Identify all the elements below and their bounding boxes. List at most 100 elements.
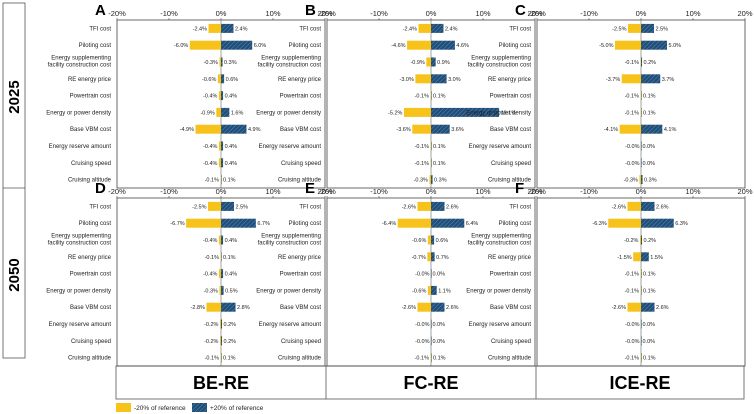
bar-minus [219, 57, 221, 67]
data-label-minus: -0.0% [625, 322, 639, 328]
bar-plus [641, 40, 667, 50]
bar-minus [429, 175, 431, 185]
x-tick-label: 20% [317, 187, 332, 196]
category-label: Cruising speed [281, 339, 321, 345]
data-label-minus: -0.1% [415, 161, 429, 167]
data-label-plus: 0.3% [224, 60, 237, 66]
category-label: TFI cost [299, 26, 321, 32]
data-label-minus: -3.7% [606, 77, 620, 83]
year-frame [2, 2, 26, 359]
data-label-plus: 0.2% [644, 60, 657, 66]
bar-plus [641, 124, 663, 134]
bar-minus [615, 40, 641, 50]
category-label: RE energy price [68, 255, 112, 261]
x-tick-label: 10% [265, 187, 280, 196]
category-label: Cruising speed [71, 161, 111, 167]
category-label: Powertrain cost [490, 272, 532, 278]
bar-plus [641, 319, 642, 329]
category-label: facility construction cost [258, 63, 322, 69]
panel-letter: D [95, 180, 106, 197]
data-label-minus: -0.6% [412, 238, 426, 244]
data-label-minus: -0.1% [625, 288, 639, 294]
x-tick-label: 20% [737, 9, 752, 18]
bar-minus [220, 252, 222, 262]
bar-minus [640, 57, 642, 67]
bar-plus [221, 302, 236, 312]
bar-minus [640, 285, 642, 295]
data-label-plus: 0.0% [433, 322, 446, 328]
data-label-minus: -0.1% [205, 255, 219, 261]
x-tick-label: 0% [636, 187, 647, 196]
data-label-plus: 0.4% [225, 161, 238, 167]
data-label-plus: 0.0% [433, 272, 446, 278]
x-tick-label: -10% [370, 9, 388, 18]
data-label-plus: 2.5% [656, 26, 669, 32]
bar-plus [641, 235, 643, 245]
bar-plus [221, 252, 222, 262]
bar-plus [221, 353, 222, 363]
category-label: Energy reserve amount [259, 144, 322, 150]
bar-minus [220, 353, 222, 363]
category-label: Cruising speed [491, 339, 531, 345]
category-label: Piloting cost [289, 43, 322, 49]
category-label: Powertrain cost [70, 94, 112, 100]
category-label: Energy or power density [466, 288, 531, 294]
x-tick-label: -10% [370, 187, 388, 196]
bar-minus [208, 23, 221, 33]
category-label: facility construction cost [258, 241, 322, 247]
data-label-plus: 0.6% [226, 77, 239, 83]
x-tick-label: 20% [527, 187, 542, 196]
bar-plus [221, 201, 234, 211]
data-label-minus: -6.0% [174, 43, 188, 49]
x-tick-label: -10% [580, 187, 598, 196]
data-label-plus: 2.4% [445, 26, 458, 32]
data-label-minus: -0.6% [412, 288, 426, 294]
data-label-minus: -4.1% [604, 127, 618, 133]
bar-plus [641, 158, 642, 168]
x-tick-label: 20% [317, 9, 332, 18]
bar-plus [431, 124, 450, 134]
bar-minus [218, 235, 221, 245]
data-label-plus: 1.5% [650, 255, 663, 261]
data-label-minus: -4.9% [180, 127, 194, 133]
year-label-2050: 2050 [6, 258, 23, 291]
category-label: Energy supplementing [261, 234, 321, 240]
x-tick-label: -20% [108, 187, 126, 196]
category-label: Base VBM cost [280, 127, 321, 133]
bar-plus [221, 336, 223, 346]
bar-plus [641, 336, 642, 346]
data-label-minus: -0.3% [414, 178, 428, 184]
category-label: Powertrain cost [490, 94, 532, 100]
x-tick-label: 10% [685, 9, 700, 18]
data-label-plus: 0.1% [433, 94, 446, 100]
bar-minus [640, 269, 642, 279]
bar-plus [221, 107, 230, 117]
bar-plus [431, 141, 432, 151]
bar-plus [431, 201, 445, 211]
category-label: Energy supplementing [261, 56, 321, 62]
data-label-plus: 0.4% [225, 272, 238, 278]
category-label: RE energy price [278, 77, 322, 83]
category-label: Energy reserve amount [259, 322, 322, 328]
panel-f: F -20% -10% 0% 10% 20% TFI cost -2.6% 2.6% Piloti… [466, 180, 753, 367]
bar-minus [186, 218, 221, 228]
category-label: Energy reserve amount [469, 322, 532, 328]
bar-plus [431, 353, 432, 363]
bar-plus [641, 141, 642, 151]
category-label: Cruising altitude [488, 356, 532, 362]
data-label-plus: 3.0% [448, 77, 461, 83]
data-label-minus: -2.5% [612, 26, 626, 32]
data-label-plus: 0.1% [223, 255, 236, 261]
data-label-plus: 0.0% [433, 339, 446, 345]
data-label-plus: 0.3% [434, 178, 447, 184]
data-label-minus: -2.6% [612, 204, 626, 210]
data-label-plus: 0.1% [223, 178, 236, 184]
data-label-plus: 4.6% [456, 43, 469, 49]
data-label-minus: -0.3% [624, 178, 638, 184]
data-label-plus: 0.7% [436, 255, 449, 261]
data-label-plus: 4.1% [664, 127, 677, 133]
bar-plus [431, 252, 435, 262]
bar-plus [431, 302, 445, 312]
bar-plus [641, 74, 661, 84]
data-label-minus: -0.1% [205, 356, 219, 362]
